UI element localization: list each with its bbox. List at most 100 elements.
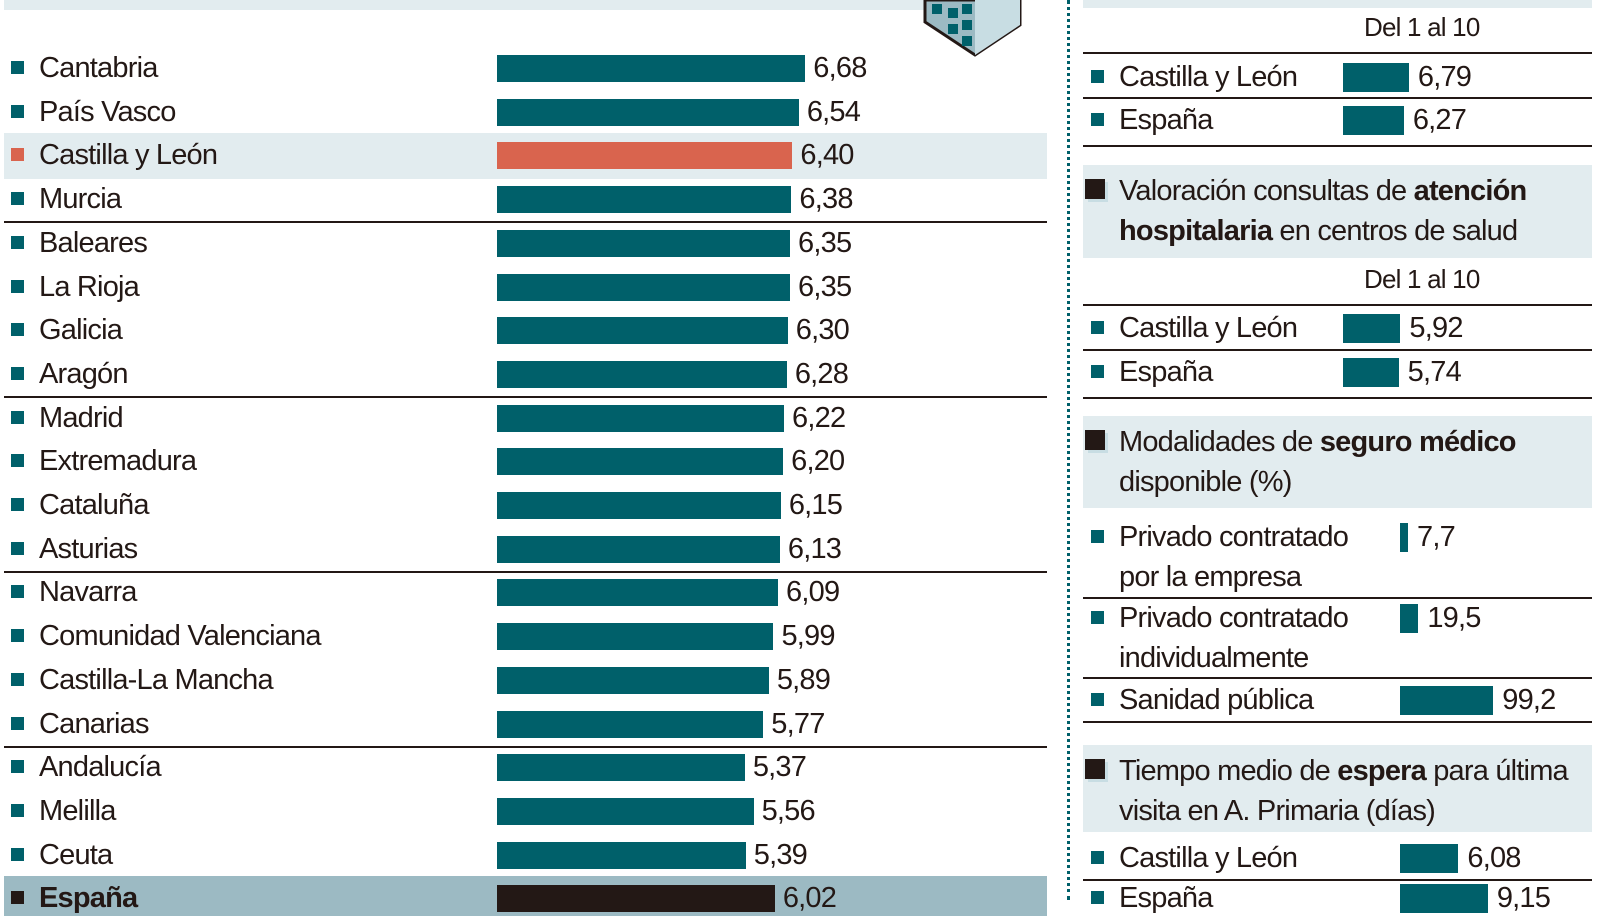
- category-label: Andalucía: [39, 751, 162, 784]
- bar: [497, 885, 775, 913]
- legend-square-icon: [1091, 530, 1104, 543]
- category-label: Castilla y León: [1119, 312, 1298, 344]
- value-label: 6,09: [786, 576, 840, 609]
- legend-square-icon: [11, 323, 24, 337]
- divider: [1083, 97, 1592, 99]
- bar: [497, 535, 780, 563]
- bar: [1343, 358, 1399, 387]
- value-label: 5,92: [1409, 312, 1463, 344]
- section-title: Tiempo medio de espera para última visit…: [1119, 755, 1569, 827]
- legend-square-icon: [1091, 851, 1104, 864]
- category-label: Castilla y León: [1119, 842, 1298, 874]
- value-label: 6,40: [800, 139, 854, 172]
- bar: [1400, 844, 1459, 873]
- bar: [1400, 884, 1488, 913]
- legend-square-icon: [1091, 70, 1104, 83]
- category-label: Baleares: [39, 226, 148, 259]
- top-strip: [4, 0, 924, 10]
- legend-square-icon: [11, 498, 24, 511]
- bar: [497, 317, 788, 345]
- section-title: Valoración consultas de atención hospita…: [1119, 175, 1527, 247]
- bar: [497, 98, 799, 126]
- divider: [1083, 349, 1592, 351]
- bar: [1343, 106, 1404, 135]
- value-label: 6,08: [1467, 842, 1521, 874]
- category-label: Aragón: [39, 357, 129, 390]
- bar: [497, 579, 779, 607]
- legend-square-icon: [1091, 611, 1104, 624]
- bar: [497, 754, 745, 782]
- value-label: 6,54: [806, 95, 861, 128]
- category-label: Melilla: [39, 794, 116, 827]
- category-label: Sanidad pública: [1119, 684, 1314, 716]
- top-strip-right: [1083, 0, 1592, 8]
- divider: [1083, 597, 1592, 599]
- legend-square-icon: [11, 672, 24, 686]
- bar: [497, 229, 791, 257]
- category-label: Ceuta: [39, 838, 113, 871]
- value-label: 6,02: [782, 882, 837, 915]
- bullet-icon: [1085, 179, 1105, 199]
- category-label: Castilla y León: [1119, 61, 1298, 93]
- category-label: Castilla y León: [39, 139, 218, 172]
- divider: [1083, 721, 1592, 723]
- bar: [497, 841, 746, 869]
- value-label: 6,13: [787, 532, 842, 565]
- category-label: España: [1119, 356, 1213, 388]
- divider: [1083, 304, 1592, 306]
- divider: [1083, 145, 1592, 147]
- value-label: 19,5: [1427, 602, 1481, 634]
- divider: [1083, 879, 1592, 881]
- category-label: por la empresa: [1119, 561, 1302, 593]
- value-label: 5,39: [753, 838, 808, 871]
- value-label: 5,74: [1407, 356, 1462, 388]
- bullet-icon: [1085, 759, 1105, 779]
- legend-square-icon: [11, 366, 24, 380]
- legend-square-icon: [11, 61, 24, 74]
- legend-square-icon: [11, 803, 24, 817]
- bar: [1400, 604, 1419, 633]
- value-label: 6,38: [799, 183, 853, 216]
- hospital-building-icon: [923, 0, 1022, 57]
- value-label: 6,79: [1417, 61, 1472, 93]
- legend-square-icon: [11, 847, 24, 861]
- scale-note: Del 1 al 10: [1364, 12, 1480, 42]
- value-label: 6,15: [788, 489, 843, 521]
- value-label: 7,7: [1417, 521, 1456, 553]
- bullet-icon: [1085, 430, 1105, 450]
- value-label: 5,37: [752, 751, 807, 784]
- legend-square-icon: [1091, 693, 1104, 706]
- legend-square-icon: [11, 541, 24, 555]
- bar: [497, 797, 754, 825]
- category-label: Cataluña: [39, 489, 149, 521]
- bar: [497, 404, 785, 432]
- legend-square-icon: [11, 585, 24, 599]
- legend-square-icon: [11, 629, 24, 643]
- category-label: Privado contratado: [1119, 602, 1349, 634]
- value-label: 5,56: [761, 794, 816, 827]
- section-heading-waiting: Tiempo medio de espera para última visit…: [1083, 745, 1592, 832]
- section-title: Modalidades de seguro médico disponible …: [1119, 426, 1517, 498]
- bar: [497, 142, 793, 170]
- bar: [1400, 686, 1494, 715]
- legend-square-icon: [1091, 321, 1104, 334]
- bar: [497, 55, 806, 82]
- section-heading-insurance: Modalidades de seguro médico disponible …: [1083, 416, 1592, 508]
- legend-square-icon: [11, 192, 24, 206]
- bar: [497, 492, 781, 519]
- category-label: Privado contratado: [1119, 521, 1349, 553]
- value-label: 5,77: [771, 707, 825, 740]
- divider: [1083, 677, 1592, 679]
- category-label: individualmente: [1119, 642, 1309, 674]
- value-label: 5,99: [781, 620, 835, 653]
- category-label: España: [1119, 104, 1213, 136]
- legend-square-icon: [11, 716, 24, 730]
- value-label: 6,30: [795, 314, 850, 347]
- bar: [497, 273, 791, 301]
- divider: [1083, 52, 1592, 54]
- scale-note: Del 1 al 10: [1364, 264, 1480, 294]
- category-label: Extremadura: [39, 445, 197, 478]
- bar: [1343, 63, 1409, 92]
- category-label: Asturias: [39, 532, 138, 565]
- category-label: Murcia: [39, 183, 122, 216]
